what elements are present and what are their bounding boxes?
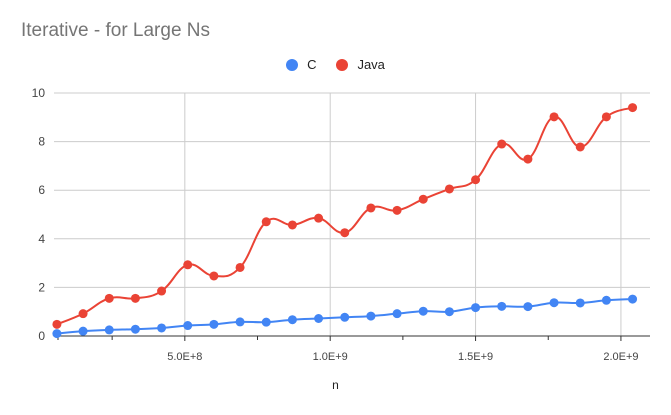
legend-label-java: Java: [357, 57, 385, 72]
data-point-c: [366, 311, 376, 321]
data-point-c: [471, 303, 481, 313]
y-tick-label: 10: [32, 86, 46, 100]
x-tick-label: 1.5E+9: [458, 351, 493, 363]
data-point-java: [628, 103, 638, 113]
data-point-c: [418, 306, 428, 316]
legend-item-c[interactable]: C: [286, 57, 316, 72]
data-point-c: [628, 294, 638, 304]
series-c: [52, 294, 638, 339]
data-point-c: [314, 314, 324, 324]
data-point-java: [209, 271, 219, 281]
data-point-java: [418, 194, 428, 204]
axes: [54, 335, 650, 341]
chart-title: Iterative - for Large Ns: [21, 20, 211, 41]
data-point-java: [549, 112, 559, 122]
data-point-c: [78, 326, 88, 336]
data-point-java: [261, 217, 271, 227]
data-point-java: [183, 260, 193, 270]
data-point-java: [314, 213, 324, 223]
data-point-c: [261, 317, 271, 327]
data-point-c: [575, 298, 585, 308]
data-point-c: [340, 312, 350, 322]
series-line-java: [56, 106, 633, 326]
data-point-c: [104, 325, 114, 335]
data-point-java: [392, 205, 402, 215]
y-tick-label: 8: [38, 135, 45, 149]
data-point-c: [523, 302, 533, 312]
data-point-java: [287, 220, 297, 230]
y-tick-label: 2: [38, 280, 45, 294]
data-point-java: [52, 319, 62, 329]
data-point-c: [209, 319, 219, 329]
data-point-c: [287, 315, 297, 325]
data-point-java: [366, 203, 376, 213]
data-point-java: [523, 154, 533, 164]
data-point-c: [392, 309, 402, 319]
data-point-c: [549, 298, 559, 308]
grid: [54, 92, 650, 336]
x-tick-label: 1.0E+9: [313, 351, 348, 363]
data-point-c: [235, 317, 245, 327]
legend: C Java: [0, 57, 671, 72]
data-point-java: [104, 293, 114, 303]
data-point-c: [157, 323, 167, 333]
y-tick-label: 0: [38, 329, 45, 343]
data-point-java: [78, 309, 88, 319]
data-point-java: [130, 293, 140, 303]
series: [52, 103, 638, 339]
data-point-java: [444, 184, 454, 194]
legend-marker-java: [336, 58, 349, 71]
data-point-java: [340, 228, 350, 238]
series-java: [52, 103, 638, 329]
x-tick-label: 5.0E+8: [167, 351, 202, 363]
data-point-java: [471, 175, 481, 185]
data-point-c: [601, 295, 611, 305]
data-point-c: [497, 301, 507, 311]
data-point-c: [52, 329, 62, 339]
tick-labels: 2 4 6 8 10 0 5.0E+8 1.0E+9 1.5E+9 2.0E+9: [32, 86, 639, 363]
data-point-c: [130, 324, 140, 334]
legend-label-c: C: [307, 57, 317, 72]
legend-item-java[interactable]: Java: [336, 57, 385, 72]
x-axis-label: n: [332, 378, 339, 392]
data-point-java: [575, 142, 585, 152]
y-tick-label: 6: [38, 183, 45, 197]
data-point-java: [497, 139, 507, 149]
data-point-c: [183, 321, 193, 331]
data-point-java: [601, 112, 611, 122]
y-tick-label: 4: [38, 232, 45, 246]
data-point-java: [235, 262, 245, 272]
legend-marker-c: [286, 58, 299, 71]
data-point-c: [444, 307, 454, 317]
x-tick-label: 2.0E+9: [603, 351, 638, 363]
data-point-java: [157, 286, 167, 296]
